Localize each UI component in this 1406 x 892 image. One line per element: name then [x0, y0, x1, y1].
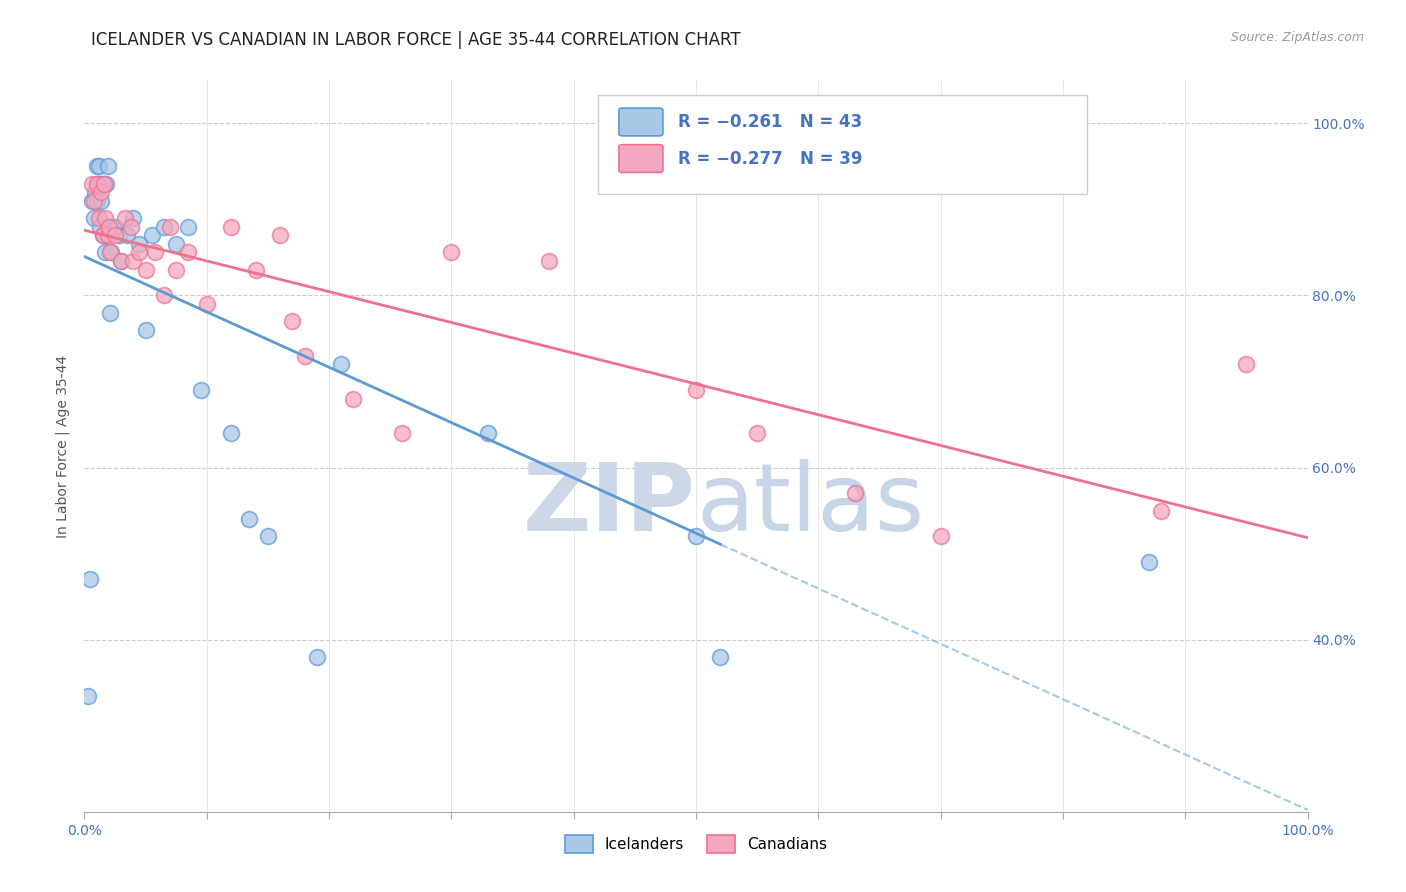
Point [86, 177, 108, 191]
Point [153, 219, 176, 234]
Point [195, 297, 218, 311]
Point [93, 228, 115, 243]
Point [135, 323, 157, 337]
Point [79, 573, 101, 587]
Point [97, 219, 120, 234]
Point [110, 254, 132, 268]
Point [120, 219, 142, 234]
Text: R = −0.261   N = 43: R = −0.261 N = 43 [678, 113, 862, 131]
Point [177, 219, 200, 234]
Point [86, 194, 108, 208]
Point [114, 211, 136, 225]
Point [238, 512, 260, 526]
Point [90, 194, 112, 208]
Point [80, 177, 103, 191]
Point [219, 426, 242, 441]
Point [281, 314, 304, 328]
Point [1137, 555, 1160, 569]
Point [115, 228, 138, 243]
Point [87, 159, 110, 173]
Point [342, 392, 364, 406]
Point [709, 649, 731, 664]
Point [98, 305, 121, 319]
Point [440, 245, 463, 260]
Point [1236, 357, 1258, 371]
Point [90, 185, 112, 199]
Text: Source: ZipAtlas.com: Source: ZipAtlas.com [1230, 31, 1364, 45]
Point [98, 245, 121, 260]
Point [165, 262, 187, 277]
Point [330, 357, 353, 371]
Point [94, 211, 117, 225]
Point [122, 211, 145, 225]
Point [86, 159, 108, 173]
Point [269, 228, 291, 243]
Point [83, 194, 105, 208]
Legend: Icelanders, Canadians: Icelanders, Canadians [560, 829, 832, 859]
Point [93, 177, 115, 191]
Point [87, 211, 110, 225]
Point [104, 219, 127, 234]
Point [165, 236, 187, 251]
Point [77, 689, 100, 703]
Point [844, 486, 866, 500]
Point [153, 288, 176, 302]
Text: atlas: atlas [696, 458, 924, 550]
Point [141, 228, 163, 243]
Point [100, 245, 122, 260]
Point [91, 177, 114, 191]
Point [685, 529, 707, 543]
Point [391, 426, 413, 441]
FancyBboxPatch shape [598, 95, 1087, 194]
Point [128, 245, 150, 260]
Point [257, 529, 280, 543]
Point [87, 177, 110, 191]
Point [294, 349, 316, 363]
Point [122, 254, 145, 268]
Point [97, 219, 120, 234]
Point [97, 159, 120, 173]
Point [135, 262, 157, 277]
Point [89, 219, 111, 234]
Point [94, 245, 117, 260]
Text: ZIP: ZIP [523, 458, 696, 550]
Point [1150, 503, 1173, 517]
Text: ICELANDER VS CANADIAN IN LABOR FORCE | AGE 35-44 CORRELATION CHART: ICELANDER VS CANADIAN IN LABOR FORCE | A… [91, 31, 741, 49]
Point [190, 383, 212, 397]
Point [219, 219, 242, 234]
Point [305, 649, 328, 664]
Point [110, 254, 132, 268]
Point [159, 219, 181, 234]
FancyBboxPatch shape [619, 108, 664, 136]
Point [143, 245, 166, 260]
Point [93, 177, 115, 191]
Point [177, 245, 200, 260]
Point [747, 426, 769, 441]
Point [477, 426, 499, 441]
Point [96, 177, 118, 191]
Point [91, 228, 114, 243]
Point [538, 254, 561, 268]
Point [80, 194, 103, 208]
Text: R = −0.277   N = 39: R = −0.277 N = 39 [678, 150, 862, 168]
Point [929, 529, 952, 543]
Point [83, 211, 105, 225]
Point [104, 228, 127, 243]
FancyBboxPatch shape [619, 145, 664, 172]
Point [89, 177, 111, 191]
Point [107, 228, 129, 243]
Point [97, 228, 120, 243]
Point [128, 236, 150, 251]
Point [91, 228, 114, 243]
Point [685, 383, 707, 397]
Y-axis label: In Labor Force | Age 35-44: In Labor Force | Age 35-44 [56, 354, 70, 538]
Point [245, 262, 267, 277]
Point [84, 185, 107, 199]
